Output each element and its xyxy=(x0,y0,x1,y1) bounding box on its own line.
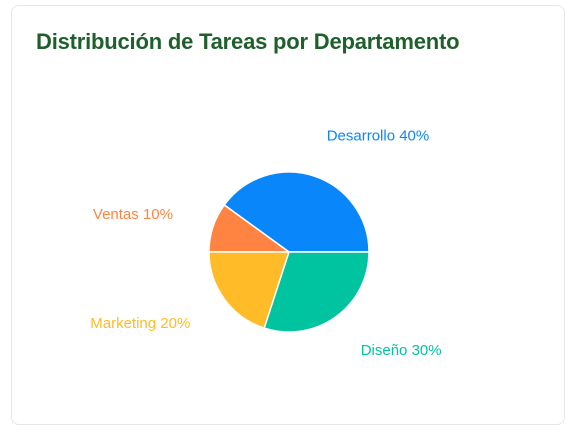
pie-label-marketing: Marketing 20% xyxy=(90,315,190,332)
pie-slice-desarrollo[interactable] xyxy=(223,171,370,253)
chart-card: Distribución de Tareas por Departamento … xyxy=(11,5,565,425)
pie-chart: Desarrollo 40% Ventas 10% Marketing 20% Dis… xyxy=(90,127,442,359)
card-title: Distribución de Tareas por Departamento xyxy=(36,29,460,54)
pie-label-ventas: Ventas 10% xyxy=(93,206,173,223)
pie-label-desarrollo: Desarrollo 40% xyxy=(327,127,430,144)
pie-slice-diseño[interactable] xyxy=(263,251,370,333)
pie-label-diseño: Diseño 30% xyxy=(361,342,442,359)
pie-slice-marketing[interactable] xyxy=(208,251,291,330)
